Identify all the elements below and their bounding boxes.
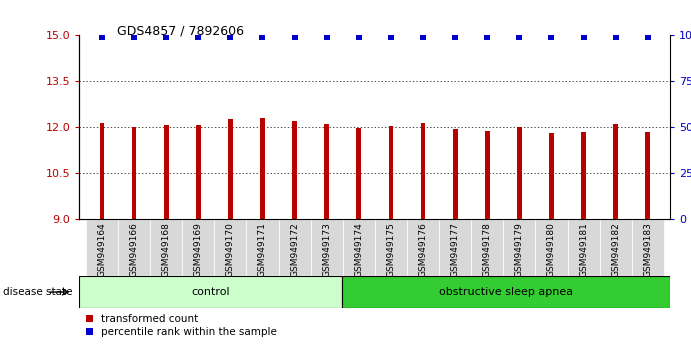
Bar [100, 123, 104, 219]
Text: disease state: disease state [3, 287, 73, 297]
FancyBboxPatch shape [214, 219, 247, 276]
Legend: transformed count, percentile rank within the sample: transformed count, percentile rank withi… [82, 310, 281, 342]
Point [97, 34, 108, 40]
Point [450, 34, 461, 40]
Point [353, 34, 364, 40]
Text: GSM949175: GSM949175 [386, 222, 395, 277]
Point [321, 34, 332, 40]
Bar [485, 131, 490, 219]
Text: GSM949178: GSM949178 [483, 222, 492, 277]
FancyBboxPatch shape [567, 219, 600, 276]
FancyBboxPatch shape [182, 219, 214, 276]
FancyBboxPatch shape [632, 219, 664, 276]
FancyBboxPatch shape [439, 219, 471, 276]
Bar [549, 133, 554, 219]
Text: GSM949181: GSM949181 [579, 222, 588, 277]
Bar [421, 123, 426, 219]
FancyBboxPatch shape [342, 276, 670, 308]
Text: GSM949174: GSM949174 [354, 222, 363, 277]
Text: GSM949180: GSM949180 [547, 222, 556, 277]
Point [289, 34, 300, 40]
Text: GSM949183: GSM949183 [643, 222, 652, 277]
Bar [453, 129, 457, 219]
Bar [132, 127, 136, 219]
Bar [614, 124, 618, 219]
Text: control: control [191, 287, 230, 297]
Text: GSM949173: GSM949173 [322, 222, 331, 277]
Bar [388, 126, 393, 219]
FancyBboxPatch shape [503, 219, 536, 276]
Bar [324, 124, 329, 219]
Point [546, 34, 557, 40]
Text: GSM949169: GSM949169 [193, 222, 202, 277]
Bar [517, 127, 522, 219]
Text: GSM949179: GSM949179 [515, 222, 524, 277]
FancyBboxPatch shape [311, 219, 343, 276]
Text: obstructive sleep apnea: obstructive sleep apnea [439, 287, 574, 297]
FancyBboxPatch shape [118, 219, 150, 276]
Bar [228, 119, 233, 219]
Bar [164, 125, 169, 219]
Text: GSM949171: GSM949171 [258, 222, 267, 277]
FancyBboxPatch shape [278, 219, 311, 276]
FancyBboxPatch shape [343, 219, 375, 276]
Point [642, 34, 653, 40]
Point [482, 34, 493, 40]
Point [193, 34, 204, 40]
Bar [581, 132, 586, 219]
Text: GSM949172: GSM949172 [290, 222, 299, 277]
Point [514, 34, 525, 40]
Bar [260, 118, 265, 219]
FancyBboxPatch shape [407, 219, 439, 276]
FancyBboxPatch shape [375, 219, 407, 276]
Text: GSM949176: GSM949176 [419, 222, 428, 277]
Point [129, 34, 140, 40]
Text: GSM949170: GSM949170 [226, 222, 235, 277]
Point [257, 34, 268, 40]
Point [578, 34, 589, 40]
FancyBboxPatch shape [150, 219, 182, 276]
Text: GSM949168: GSM949168 [162, 222, 171, 277]
Bar [292, 121, 297, 219]
Text: GSM949177: GSM949177 [451, 222, 460, 277]
FancyBboxPatch shape [471, 219, 503, 276]
FancyBboxPatch shape [79, 276, 342, 308]
Text: GDS4857 / 7892606: GDS4857 / 7892606 [117, 25, 245, 38]
Point [610, 34, 621, 40]
Text: GSM949166: GSM949166 [129, 222, 139, 277]
FancyBboxPatch shape [247, 219, 278, 276]
FancyBboxPatch shape [86, 219, 118, 276]
Bar [357, 129, 361, 219]
Text: GSM949182: GSM949182 [611, 222, 621, 277]
Bar [196, 125, 200, 219]
Point [386, 34, 397, 40]
Text: GSM949164: GSM949164 [97, 222, 106, 277]
Point [417, 34, 428, 40]
Bar [645, 132, 650, 219]
Point [225, 34, 236, 40]
FancyBboxPatch shape [600, 219, 632, 276]
FancyBboxPatch shape [536, 219, 567, 276]
Point [160, 34, 171, 40]
